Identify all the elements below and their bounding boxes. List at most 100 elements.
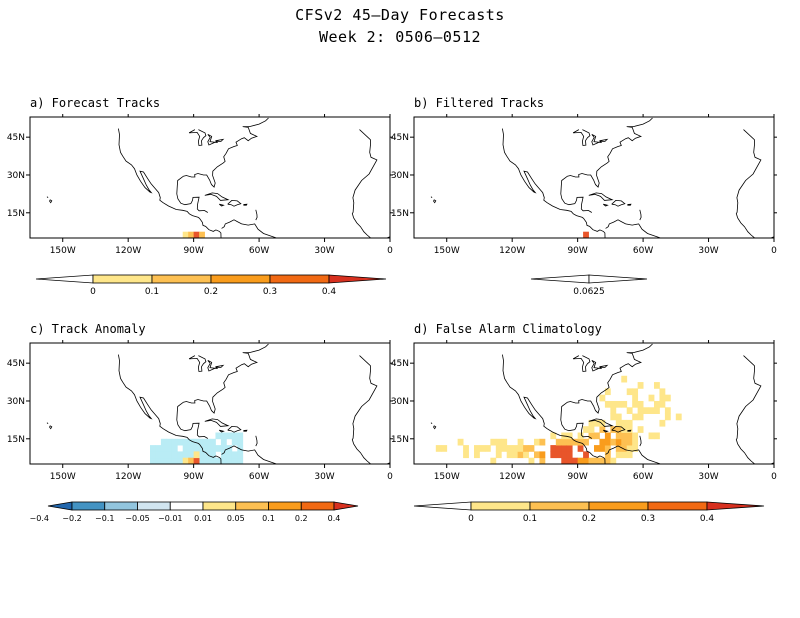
map-frame xyxy=(29,342,391,465)
grid-cell xyxy=(210,438,216,446)
coastline xyxy=(639,435,642,447)
grid-cell xyxy=(599,394,606,402)
figure-subtitle: Week 2: 0506–0512 xyxy=(318,28,482,46)
lon-tick-label: 30W xyxy=(314,246,334,256)
grid-cell xyxy=(220,451,227,459)
colorbar-over-arrow xyxy=(333,501,359,511)
grid-cell xyxy=(182,438,189,446)
grid-cell xyxy=(231,451,238,459)
grid-cell xyxy=(199,457,205,464)
grid-cell xyxy=(561,445,568,452)
grid-cell xyxy=(615,426,622,433)
grid-cell xyxy=(204,445,211,452)
colorbar-label: 0.1 xyxy=(523,514,537,524)
grid-cell xyxy=(193,451,200,459)
lat-tick-label: 45N xyxy=(7,133,25,143)
grid-cell xyxy=(643,407,649,414)
colorbar-a: 0 0.1 0.2 0.3 0.4 xyxy=(35,274,387,297)
grid-cell xyxy=(632,432,639,440)
grid-cell xyxy=(226,457,233,464)
grid-cell xyxy=(215,445,222,452)
colorbar-segment xyxy=(169,501,204,511)
grid-cell xyxy=(435,445,442,452)
grid-cell xyxy=(188,438,195,446)
colorbar-label: −0.2 xyxy=(62,514,81,523)
grid-cell xyxy=(166,438,173,446)
grid-cell xyxy=(501,438,508,446)
colorbar-c: −0.4 −0.2 −0.1 −0.05 −0.01 0.01 0.05 0.1 0.2 0.4 xyxy=(30,501,359,523)
grid-cell xyxy=(517,438,524,446)
grid-cell xyxy=(588,426,595,433)
grid-cell xyxy=(237,457,244,464)
grid-cell xyxy=(210,445,216,452)
grid-cell xyxy=(615,432,622,440)
grid-cell xyxy=(220,457,227,464)
lon-tick-label: 90W xyxy=(567,472,587,482)
colorbar-segment xyxy=(470,501,531,511)
coastline xyxy=(627,429,632,432)
lon-tick-label: 30W xyxy=(698,246,718,256)
grid-cell xyxy=(188,231,195,238)
map-panel-b: 150W 120W 90W 60W 30W 0 45N 30N 15N xyxy=(391,114,777,256)
coastline xyxy=(243,203,248,206)
grid-cell xyxy=(626,432,633,440)
grid-cell xyxy=(621,419,628,427)
lat-tick-label: 45N xyxy=(7,359,25,369)
grid-cell xyxy=(528,445,535,452)
grid-cell xyxy=(220,432,227,440)
colorbar-under-arrow xyxy=(413,501,472,511)
grid-cell xyxy=(495,438,502,446)
coastline xyxy=(588,192,614,201)
panel-d-title: d) False Alarm Climatology xyxy=(414,322,602,336)
grid-cell xyxy=(561,457,568,464)
colorbar-segment xyxy=(588,501,649,511)
grid-cell xyxy=(210,451,216,459)
grid-cell xyxy=(621,451,628,459)
lon-tick-label: 120W xyxy=(499,472,525,482)
lon-tick-label: 60W xyxy=(249,472,269,482)
grid-cell xyxy=(621,445,628,452)
grid-cell xyxy=(171,451,178,459)
grid-cell xyxy=(626,438,633,446)
coastline xyxy=(204,418,230,427)
grid-cell xyxy=(204,438,211,446)
lat-tick-label: 45N xyxy=(391,133,409,143)
coastline xyxy=(49,199,53,204)
grid-cell xyxy=(182,451,189,459)
coastline xyxy=(188,355,207,372)
grid-cell xyxy=(654,382,660,389)
grid-cell xyxy=(550,432,557,440)
coastline xyxy=(611,199,626,207)
grid-cell xyxy=(626,451,633,459)
colorbar-segment xyxy=(92,274,153,284)
grid-cell xyxy=(599,419,606,427)
grid-cell xyxy=(604,457,611,464)
lon-tick-label: 60W xyxy=(633,246,653,256)
colorbar-label: 0.0625 xyxy=(573,287,605,297)
map-panel-d: 150W 120W 90W 60W 30W 0 45N 30N 15N xyxy=(391,340,777,482)
grid-cell xyxy=(615,400,622,408)
grid-cell xyxy=(654,400,660,408)
lon-tick-label: 150W xyxy=(50,246,76,256)
colorbar-label: 0.1 xyxy=(145,287,159,297)
grid-cell xyxy=(215,432,222,440)
grid-cell xyxy=(594,445,600,452)
lat-tick-label: 15N xyxy=(391,435,409,445)
lat-tick-label: 30N xyxy=(391,171,409,181)
grid-cell xyxy=(637,413,644,421)
colorbar-over-arrow xyxy=(328,274,387,284)
grid-cell xyxy=(199,438,205,446)
grid-cell xyxy=(659,388,666,396)
grid-cell xyxy=(550,451,557,459)
grid-cell xyxy=(237,432,244,440)
grid-cell xyxy=(539,457,546,464)
colorbar-label: 0.2 xyxy=(295,514,308,523)
colorbar-segment xyxy=(269,274,330,284)
coastline xyxy=(605,219,661,238)
grid-cell xyxy=(550,445,557,452)
coastline xyxy=(591,360,609,372)
map-frame xyxy=(413,116,775,239)
lat-tick-label: 30N xyxy=(7,171,25,181)
grid-cell xyxy=(555,438,562,446)
colorbar-under-arrow xyxy=(35,274,94,284)
